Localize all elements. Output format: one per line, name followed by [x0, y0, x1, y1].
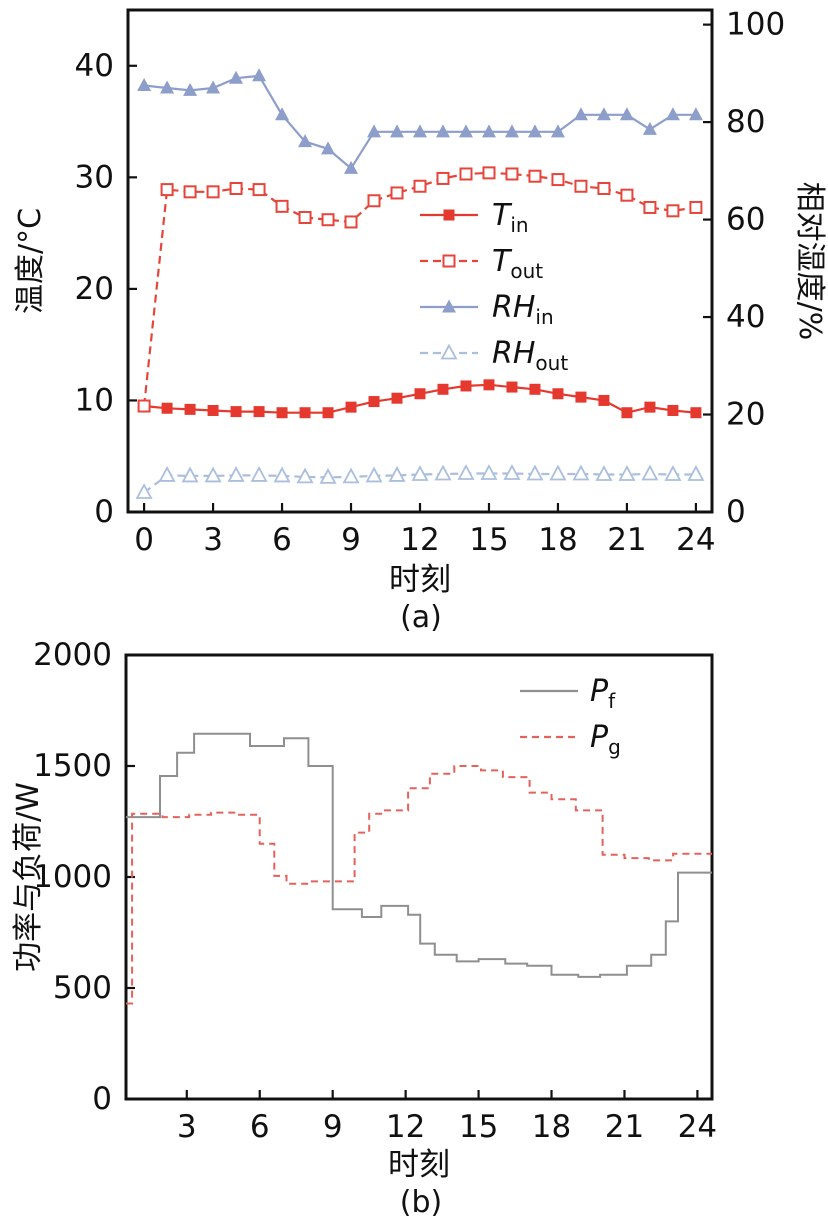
svg-text:100: 100: [726, 7, 785, 43]
svg-text:20: 20: [726, 397, 765, 433]
chart-b: 3 6 9 12 15 18 21 24 0 500 1000 1500 2000 功率与负荷/W 时刻 Pf…: [0, 641, 828, 1220]
svg-text:18: 18: [538, 522, 577, 558]
svg-text:0: 0: [134, 522, 154, 558]
svg-text:12: 12: [386, 1109, 425, 1145]
svg-text:6: 6: [272, 522, 292, 558]
chart-b-caption: (b): [399, 1185, 443, 1220]
svg-text:80: 80: [726, 104, 765, 140]
svg-text:21: 21: [607, 522, 646, 558]
svg-text:Pg: Pg: [590, 720, 621, 759]
svg-text:24: 24: [678, 1109, 717, 1145]
svg-text:RHin: RHin: [492, 290, 554, 329]
chart-a-caption: (a): [400, 600, 442, 635]
svg-text:1000: 1000: [33, 859, 112, 895]
svg-text:功率与负荷/W: 功率与负荷/W: [11, 782, 46, 972]
svg-text:60: 60: [726, 202, 765, 238]
svg-text:40: 40: [726, 299, 765, 335]
svg-text:2000: 2000: [33, 641, 112, 673]
svg-text:Tin: Tin: [492, 198, 529, 237]
svg-text:20: 20: [75, 271, 114, 307]
chart-b-plot: 3 6 9 12 15 18 21 24 0 500 1000 1500 2000 功率与负荷/W 时刻 Pf…: [11, 641, 717, 1181]
svg-text:3: 3: [177, 1109, 197, 1145]
svg-text:24: 24: [676, 522, 715, 558]
svg-text:Pf: Pf: [590, 674, 616, 713]
svg-text:15: 15: [469, 522, 508, 558]
svg-text:10: 10: [75, 382, 114, 418]
svg-text:9: 9: [341, 522, 361, 558]
svg-text:0: 0: [94, 494, 114, 530]
svg-text:时刻: 时刻: [388, 1147, 450, 1181]
svg-text:30: 30: [75, 159, 114, 195]
svg-text:温度/°C: 温度/°C: [13, 208, 48, 314]
svg-text:9: 9: [323, 1109, 343, 1145]
chart-a-plot: 0 3 6 9 12 15 18 21 24 0 10 20 30 40 0 20 40 60 80 100 温度/°C…: [13, 7, 827, 598]
svg-text:18: 18: [532, 1109, 571, 1145]
chart-a: 0 3 6 9 12 15 18 21 24 0 10 20 30 40 0 20 40 60 80 100 温度/°C…: [13, 7, 827, 635]
svg-text:时刻: 时刻: [389, 562, 451, 598]
svg-text:1500: 1500: [33, 748, 112, 784]
svg-text:6: 6: [250, 1109, 270, 1145]
svg-text:21: 21: [605, 1109, 644, 1145]
svg-text:15: 15: [459, 1109, 498, 1145]
svg-text:0: 0: [726, 494, 746, 530]
svg-text:40: 40: [75, 48, 114, 84]
svg-text:12: 12: [400, 522, 439, 558]
svg-text:500: 500: [53, 970, 112, 1006]
svg-text:RHout: RHout: [492, 336, 568, 375]
svg-text:相对湿度/%: 相对湿度/%: [792, 182, 827, 341]
svg-text:0: 0: [92, 1081, 112, 1117]
svg-text:Tout: Tout: [492, 244, 543, 283]
svg-text:3: 3: [203, 522, 223, 558]
